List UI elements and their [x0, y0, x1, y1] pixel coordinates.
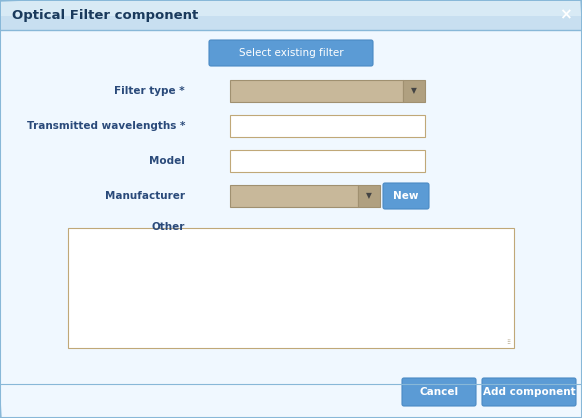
- Bar: [1, 1, 581, 16]
- Text: Add component: Add component: [482, 387, 576, 397]
- Text: Select existing filter: Select existing filter: [239, 48, 343, 58]
- Bar: [403, 80, 425, 102]
- Text: ⠿: ⠿: [506, 340, 510, 345]
- Bar: [230, 115, 425, 137]
- Bar: [358, 185, 380, 207]
- Bar: [230, 80, 403, 102]
- Bar: [230, 150, 425, 172]
- Text: Cancel: Cancel: [420, 387, 459, 397]
- Bar: [230, 185, 358, 207]
- FancyBboxPatch shape: [402, 378, 476, 406]
- Text: New: New: [393, 191, 419, 201]
- Bar: [68, 228, 514, 348]
- Text: ▼: ▼: [411, 87, 417, 95]
- Text: Model: Model: [149, 156, 185, 166]
- Text: ×: ×: [559, 8, 572, 23]
- Text: Transmitted wavelengths *: Transmitted wavelengths *: [27, 121, 185, 131]
- Text: Filter type *: Filter type *: [115, 86, 185, 96]
- Text: ▼: ▼: [366, 191, 372, 201]
- FancyBboxPatch shape: [482, 378, 576, 406]
- Text: Other: Other: [152, 222, 185, 232]
- Text: Optical Filter component: Optical Filter component: [12, 8, 198, 21]
- Bar: [1, 1, 581, 31]
- FancyBboxPatch shape: [383, 183, 429, 209]
- Text: Manufacturer: Manufacturer: [105, 191, 185, 201]
- FancyBboxPatch shape: [209, 40, 373, 66]
